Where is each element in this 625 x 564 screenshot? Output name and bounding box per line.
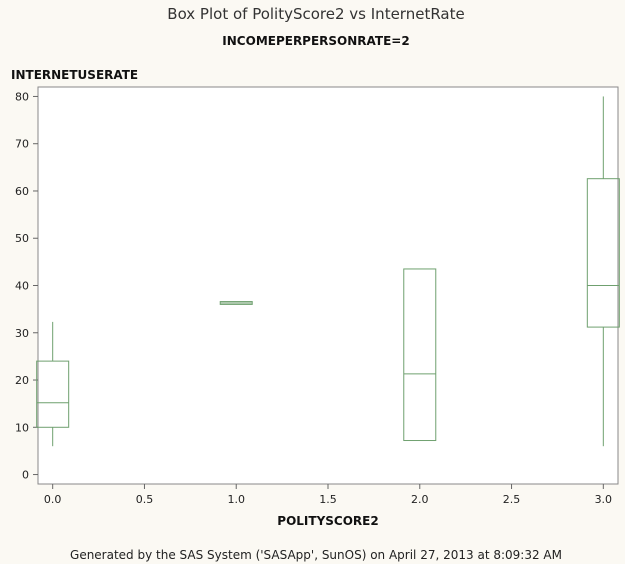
box	[403, 268, 437, 442]
box	[219, 301, 253, 305]
x-tick-label: 0.5	[136, 493, 154, 506]
chart-title: Box Plot of PolityScore2 vs InternetRate	[167, 5, 464, 23]
y-tick-label: 30	[15, 327, 29, 340]
x-axis-label: POLITYSCORE2	[277, 514, 378, 528]
iqr-box	[403, 268, 437, 442]
plot-area	[37, 86, 619, 485]
iqr-box	[36, 360, 70, 428]
y-axis-label: INTERNETUSERATE	[11, 68, 138, 82]
box	[586, 96, 620, 447]
boxes-layer	[36, 96, 620, 447]
x-tick-label: 2.0	[411, 493, 429, 506]
box	[36, 321, 70, 447]
y-tick-label: 50	[15, 232, 29, 245]
iqr-box	[586, 178, 620, 328]
y-tick-label: 0	[22, 469, 29, 482]
x-axis: 0.0 0.5 1.0 1.5 2.0 2.5 3.0	[44, 484, 612, 506]
y-tick-label: 60	[15, 185, 29, 198]
y-tick-label: 20	[15, 374, 29, 387]
x-tick-label: 1.0	[227, 493, 245, 506]
x-tick-label: 3.0	[595, 493, 613, 506]
y-axis: 0 10 20 30 40 50 60 70 80	[15, 90, 38, 482]
chart-subtitle: INCOMEPERPERSONRATE=2	[222, 34, 409, 48]
y-tick-label: 80	[15, 90, 29, 103]
x-tick-label: 1.5	[319, 493, 337, 506]
x-tick-label: 0.0	[44, 493, 62, 506]
y-tick-label: 70	[15, 138, 29, 151]
footnote: Generated by the SAS System ('SASApp', S…	[70, 548, 562, 562]
y-tick-label: 40	[15, 280, 29, 293]
y-tick-label: 10	[15, 421, 29, 434]
x-tick-label: 2.5	[503, 493, 521, 506]
